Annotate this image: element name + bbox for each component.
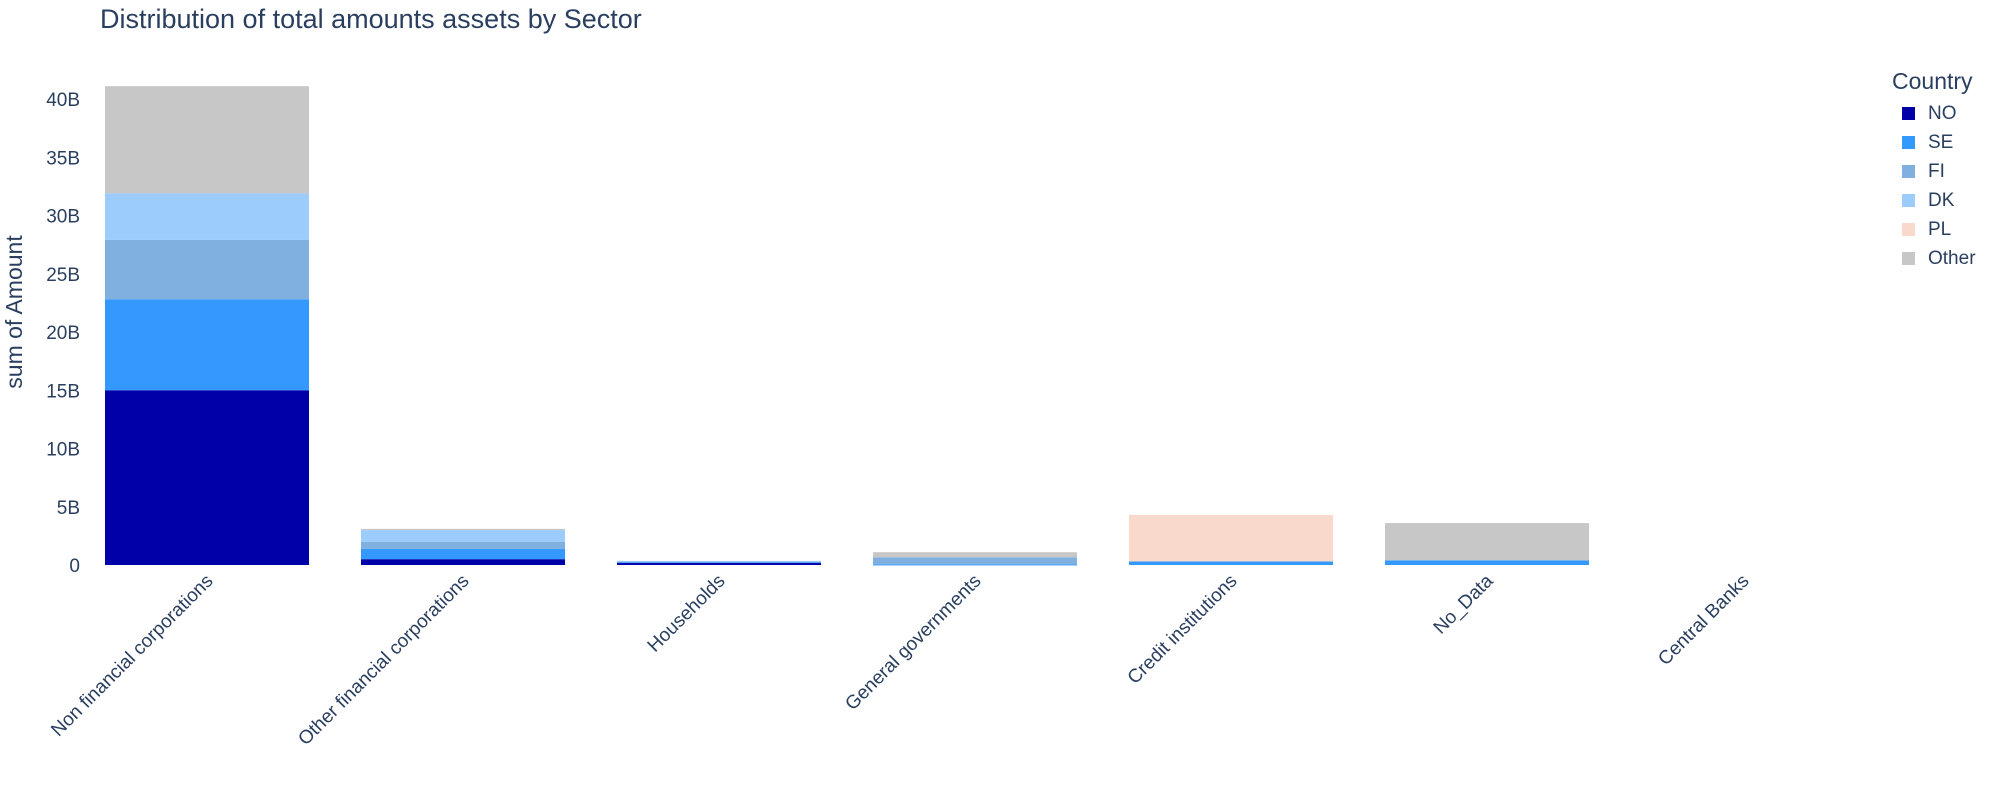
- legend-item-no[interactable]: NO: [1890, 99, 1976, 128]
- legend-label: DK: [1928, 189, 1955, 211]
- legend-items: NO SE FI DK PL Other: [1890, 99, 1976, 273]
- bar-other-financial-corporations-dk[interactable]: [361, 530, 565, 542]
- bar-non-financial-corporations-fi[interactable]: [105, 239, 309, 300]
- y-axis-ticks: 0 5B 10B 15B 20B 25B 30B 35B 40B: [46, 90, 80, 577]
- bar-general-governments-se[interactable]: [873, 564, 1077, 566]
- bars-layer: [105, 86, 1589, 566]
- y-tick-label: 30B: [46, 207, 80, 228]
- bar-non-financial-corporations-se[interactable]: [105, 299, 309, 391]
- bar-other-financial-corporations-se[interactable]: [361, 548, 565, 560]
- x-tick-label-households: Households: [644, 571, 730, 657]
- legend-label: NO: [1928, 102, 1957, 124]
- legend-item-fi[interactable]: FI: [1890, 157, 1976, 186]
- legend-label: SE: [1928, 131, 1954, 153]
- y-tick-label: 5B: [57, 498, 80, 519]
- bar-non-financial-corporations-dk[interactable]: [105, 193, 309, 240]
- bar-other-financial-corporations-fi[interactable]: [361, 541, 565, 549]
- y-tick-label: 40B: [46, 90, 80, 111]
- bar-general-governments-fi[interactable]: [873, 557, 1077, 565]
- bar-other-financial-corporations-no[interactable]: [361, 559, 565, 565]
- chart-title: Distribution of total amounts assets by …: [100, 4, 642, 34]
- y-tick-label: 0: [69, 556, 80, 577]
- legend-title: Country: [1892, 68, 1973, 94]
- x-axis-ticks: Non financial corporations Other financia…: [47, 570, 1753, 749]
- legend-swatch: [1902, 194, 1915, 207]
- bar-non-financial-corporations-other[interactable]: [105, 86, 309, 194]
- bar-other-financial-corporations-other[interactable]: [361, 528, 565, 531]
- bar-households-fi[interactable]: [617, 561, 821, 563]
- legend-swatch: [1902, 107, 1915, 120]
- bar-credit-institutions-se[interactable]: [1129, 561, 1333, 565]
- y-tick-label: 10B: [46, 440, 80, 461]
- y-tick-label: 25B: [46, 265, 80, 286]
- y-axis-title: sum of Amount: [1, 235, 27, 389]
- legend-item-dk[interactable]: DK: [1890, 186, 1976, 215]
- bar-credit-institutions-pl[interactable]: [1129, 514, 1333, 562]
- bar-households-se[interactable]: [617, 562, 821, 564]
- legend-label: FI: [1928, 160, 1945, 182]
- x-tick-label-other-financial-corporations: Other financial corporations: [294, 571, 473, 750]
- y-tick-label: 20B: [46, 323, 80, 344]
- legend-swatch: [1902, 223, 1915, 236]
- legend-label: Other: [1928, 247, 1976, 269]
- bar-no-data-other[interactable]: [1385, 523, 1589, 561]
- legend-label: PL: [1928, 218, 1952, 240]
- bar-no-data-se[interactable]: [1385, 560, 1589, 565]
- legend-swatch: [1902, 165, 1915, 178]
- legend-item-other[interactable]: Other: [1890, 244, 1976, 273]
- x-tick-label-non-financial-corporations: Non financial corporations: [47, 571, 217, 741]
- bar-general-governments-other[interactable]: [873, 552, 1077, 558]
- legend-swatch: [1902, 136, 1915, 149]
- x-tick-label-no-data: No_Data: [1430, 570, 1498, 638]
- legend-swatch: [1902, 252, 1915, 265]
- x-tick-label-credit-institutions: Credit institutions: [1124, 571, 1242, 689]
- legend: Country NO SE FI DK PL Other: [1890, 68, 1976, 273]
- y-tick-label: 15B: [46, 381, 80, 402]
- bar-households-dk[interactable]: [617, 560, 821, 562]
- x-tick-label-central-banks: Central Banks: [1654, 571, 1753, 670]
- legend-item-pl[interactable]: PL: [1890, 215, 1976, 244]
- bar-households-no[interactable]: [617, 562, 821, 565]
- x-tick-label-general-governments: General governments: [841, 571, 985, 715]
- legend-item-se[interactable]: SE: [1890, 128, 1976, 157]
- bar-non-financial-corporations-no[interactable]: [105, 390, 309, 565]
- y-tick-label: 35B: [46, 148, 80, 169]
